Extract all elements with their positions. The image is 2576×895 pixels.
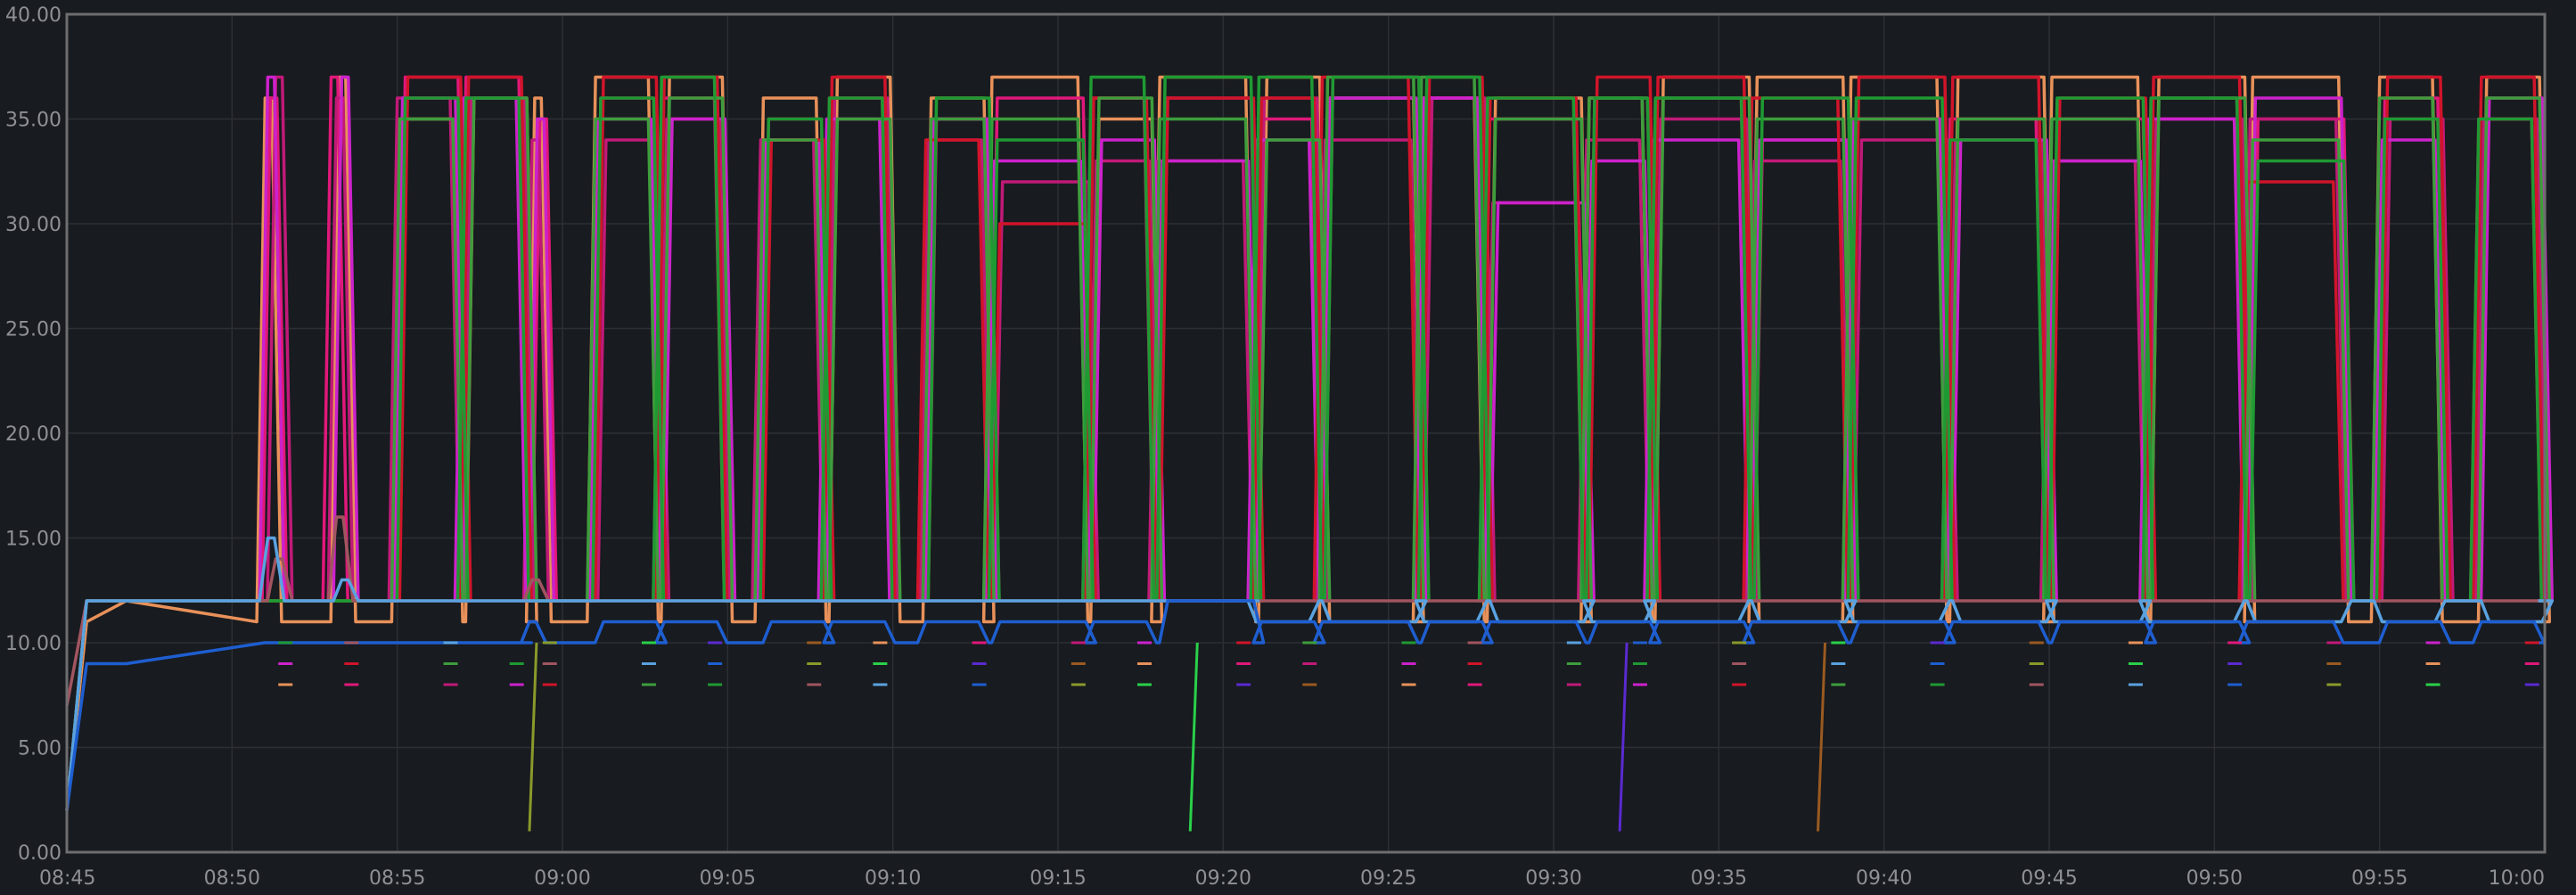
- y-tick-label-8: 40.00: [5, 4, 62, 27]
- series-line-8: [65, 536, 2554, 811]
- x-tick-label-9: 09:30: [1525, 867, 1581, 890]
- y-tick-label-1: 5.00: [18, 738, 62, 760]
- dropout-line-1: [1188, 642, 1199, 832]
- series-line-1: [65, 75, 2544, 811]
- x-axis-tick-labels: 08:45 08:50 08:55 09:00 09:05 09:10 09:15 09:20…: [39, 867, 2545, 890]
- x-tick-label-12: 09:45: [2021, 867, 2077, 890]
- series-line-3: [65, 75, 2554, 811]
- y-tick-label-6: 30.00: [5, 214, 62, 236]
- x-tick-label-13: 09:50: [2186, 867, 2243, 890]
- dropout-line-3: [1817, 642, 1827, 832]
- y-tick-label-2: 10.00: [5, 633, 62, 655]
- y-tick-label-4: 20.00: [5, 423, 62, 446]
- y-tick-label-3: 15.00: [5, 529, 62, 551]
- short-segments: [278, 641, 2539, 686]
- x-tick-label-15: 10:00: [2489, 867, 2545, 890]
- x-tick-label-14: 09:55: [2351, 867, 2408, 890]
- x-tick-label-3: 09:00: [534, 867, 590, 890]
- series-lines: [65, 75, 2554, 832]
- x-tick-label-7: 09:20: [1195, 867, 1251, 890]
- x-tick-label-6: 09:15: [1030, 867, 1086, 890]
- series-line-2: [65, 75, 2548, 811]
- series-line-7: [65, 515, 2548, 706]
- dropout-line-0: [528, 642, 538, 832]
- x-tick-label-0: 08:45: [39, 867, 95, 890]
- series-line-6: [65, 75, 2544, 811]
- y-tick-label-7: 35.00: [5, 110, 62, 132]
- dropout-line-2: [1618, 642, 1628, 832]
- series-line-0: [65, 75, 2551, 811]
- x-tick-label-4: 09:05: [700, 867, 756, 890]
- plot-border: [65, 12, 2547, 854]
- x-tick-label-11: 09:40: [1856, 867, 1912, 890]
- x-tick-label-2: 08:55: [369, 867, 425, 890]
- y-tick-label-0: 0.00: [18, 842, 62, 865]
- series-line-4: [65, 75, 2547, 811]
- x-tick-label-10: 09:35: [1691, 867, 1747, 890]
- y-tick-label-5: 25.00: [5, 319, 62, 341]
- x-tick-label-8: 09:25: [1360, 867, 1416, 890]
- y-axis-tick-labels: 0.00 5.00 10.00 15.00 20.00 25.00 30.00 35.00 40…: [5, 4, 62, 865]
- x-tick-label-5: 09:10: [865, 867, 921, 890]
- series-line-5: [65, 75, 2551, 811]
- series-line-9: [65, 599, 2547, 811]
- x-tick-label-1: 08:50: [204, 867, 260, 890]
